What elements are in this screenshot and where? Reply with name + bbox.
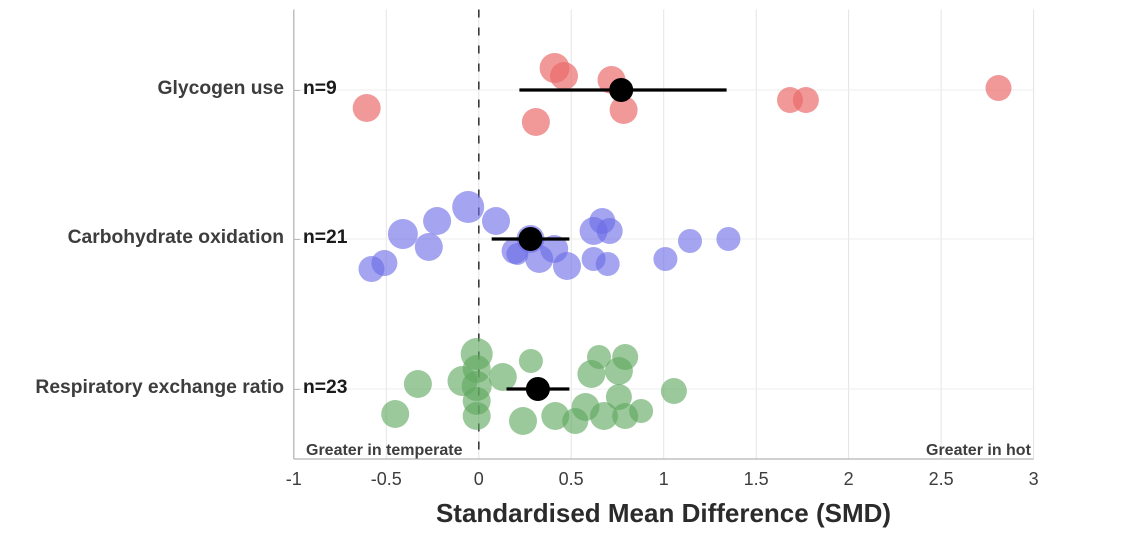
svg-text:1: 1 [659,469,669,489]
svg-text:1.5: 1.5 [744,469,769,489]
svg-text:-1: -1 [286,469,302,489]
svg-text:3: 3 [1029,469,1039,489]
svg-text:0: 0 [474,469,484,489]
svg-text:0.5: 0.5 [559,469,584,489]
svg-text:2: 2 [844,469,854,489]
svg-text:2.5: 2.5 [929,469,954,489]
svg-text:-0.5: -0.5 [371,469,402,489]
